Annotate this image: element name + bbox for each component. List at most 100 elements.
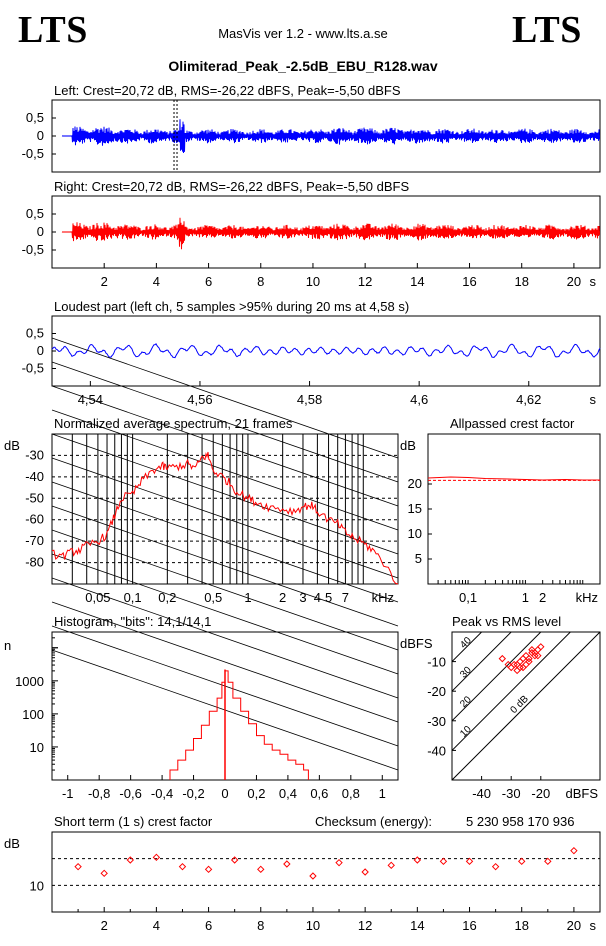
xtick-right: 8 (257, 274, 264, 289)
pvr-point (522, 660, 530, 669)
slope-line-spectrum (51, 409, 399, 531)
frame-spectrum (51, 433, 399, 585)
slope-line-spectrum (51, 481, 399, 603)
ylabel-peak-vs-rms: dBFS (400, 636, 433, 651)
ytick-peak-vs-rms: -40 (427, 743, 446, 758)
ytick-allpass: 5 (415, 551, 422, 566)
ytick-spectrum: -60 (25, 512, 44, 527)
ytick-right: 0 (37, 224, 44, 239)
xtick-spectrum: 0,1 (124, 590, 142, 605)
slope-line-spectrum (51, 601, 399, 723)
xunit-peak-vs-rms: dBFS (565, 786, 598, 801)
pvr-point (516, 657, 524, 666)
xtick-short-term: 8 (257, 918, 264, 933)
histogram-outline (169, 670, 309, 780)
pvr-point (534, 651, 542, 660)
crest-line (452, 632, 483, 663)
xtick-peak-vs-rms: -40 (472, 786, 491, 801)
xtick-histogram: -0,2 (182, 786, 204, 801)
pvr-point (537, 643, 545, 651)
xtick-spectrum: 4 (314, 590, 321, 605)
frame-loudest (51, 315, 601, 387)
ytick-spectrum: -50 (25, 490, 44, 505)
slope-line-spectrum (51, 577, 399, 699)
ytick-histogram: 1000 (15, 674, 44, 689)
ytick-spectrum: -40 (25, 469, 44, 484)
xtick-short-term: 6 (205, 918, 212, 933)
allpass-line (427, 476, 600, 481)
ytick-histogram: 10 (30, 740, 44, 755)
short-term-point (230, 856, 239, 864)
checksum-label: Checksum (energy): (315, 814, 432, 829)
xtick-histogram: -1 (62, 786, 74, 801)
checksum-value: 5 230 958 170 936 (466, 814, 574, 829)
xtick-histogram: 0,4 (279, 786, 297, 801)
xtick-spectrum: 1 (244, 590, 251, 605)
panel-title-histogram: Histogram, "bits": 14,1/14,1 (54, 614, 211, 629)
xtick-short-term: 10 (306, 918, 320, 933)
xtick-histogram: -0,8 (88, 786, 110, 801)
pvr-point (522, 651, 530, 660)
short-term-point (439, 857, 448, 866)
ytick-allpass: 10 (408, 526, 422, 541)
pvr-point (525, 654, 533, 663)
panel-title-loudest: Loudest part (left ch, 5 samples >95% du… (54, 299, 409, 314)
panel-title-peak-vs-rms: Peak vs RMS level (452, 614, 561, 629)
ylabel-allpass: dB (400, 438, 416, 453)
short-term-point (126, 856, 134, 864)
xtick-histogram: 0 (221, 786, 228, 801)
pvr-point (507, 663, 515, 672)
xtick-histogram: -0,4 (151, 786, 173, 801)
logo-right: LTS (512, 9, 582, 51)
xtick-right: 4 (153, 274, 160, 289)
short-term-point (387, 861, 395, 870)
xtick-short-term: 20 (567, 918, 581, 933)
ytick-left: 0,5 (26, 110, 44, 125)
pvr-point (516, 663, 524, 672)
app-title: MasVis ver 1.2 - www.lts.a.se (218, 26, 388, 41)
slope-line-spectrum (51, 433, 399, 555)
xtick-spectrum: 3 (299, 590, 306, 605)
xtick-loudest: 4,62 (516, 392, 541, 407)
short-term-point (283, 860, 291, 868)
crest-label: 30 (458, 664, 474, 680)
panel-title-left: Left: Crest=20,72 dB, RMS=-26,22 dBFS, P… (54, 83, 401, 98)
frame-allpass (427, 433, 601, 585)
crest-line (452, 632, 542, 722)
logo-left: LTS (18, 9, 88, 51)
crest-label: 40 (458, 635, 474, 651)
xtick-right: 20 (567, 274, 581, 289)
slope-line-spectrum (51, 361, 399, 483)
xtick-loudest: 4,6 (410, 392, 428, 407)
xtick-short-term: 12 (358, 918, 372, 933)
xunit-short-term: s (590, 918, 597, 933)
ytick-allpass: 15 (408, 501, 422, 516)
pvr-point (528, 646, 536, 654)
ylabel-histogram: n (4, 638, 11, 653)
spectrum-line (51, 451, 399, 585)
short-term-point (465, 857, 474, 866)
xtick-spectrum: 5 (325, 590, 332, 605)
short-term-point (413, 856, 422, 864)
xtick-histogram: 0,8 (342, 786, 360, 801)
xtick-right: 18 (514, 274, 528, 289)
ytick-loudest: -0,5 (22, 361, 44, 376)
short-term-point (204, 865, 213, 874)
ylabel-short-term: dB (4, 836, 20, 851)
xtick-histogram: 0,2 (247, 786, 265, 801)
ytick-right: 0,5 (26, 206, 44, 221)
xtick-spectrum: 0,5 (204, 590, 222, 605)
xtick-loudest: 4,56 (187, 392, 212, 407)
short-term-point (152, 853, 161, 862)
ytick-spectrum: -70 (25, 533, 44, 548)
xtick-short-term: 18 (514, 918, 528, 933)
slope-line-spectrum (51, 505, 399, 627)
xtick-allpass: 1 (522, 590, 529, 605)
crest-line (452, 632, 600, 780)
panel-title-allpass: Allpassed crest factor (450, 416, 575, 431)
xtick-right: 16 (462, 274, 476, 289)
xtick-loudest: 4,58 (297, 392, 322, 407)
xtick-right: 12 (358, 274, 372, 289)
xtick-spectrum: 0,05 (85, 590, 110, 605)
crest-label: 20 (458, 694, 474, 710)
